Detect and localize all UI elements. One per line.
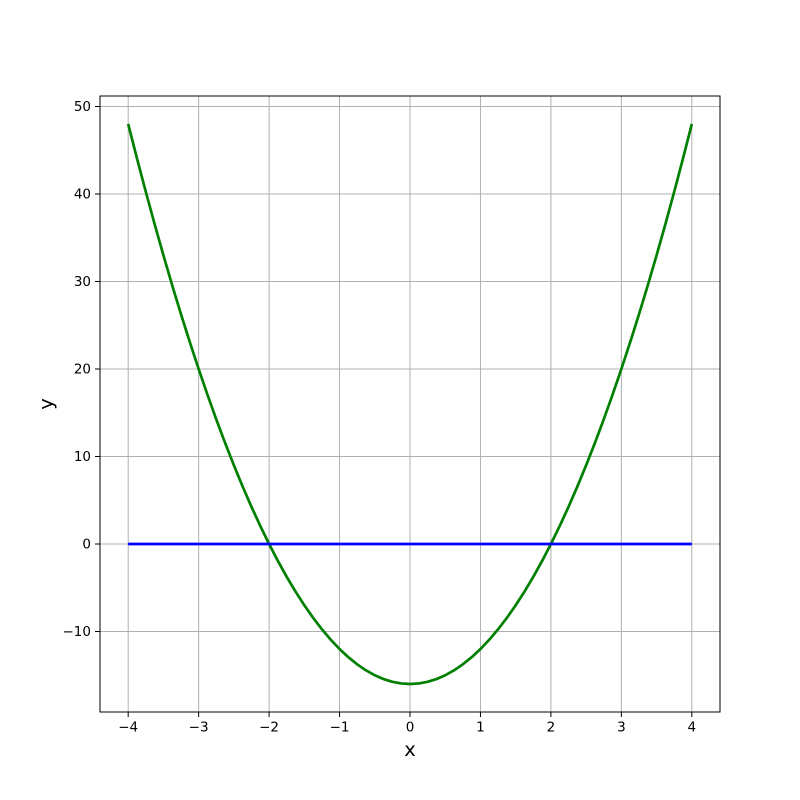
- tick-marks: [95, 106, 693, 717]
- x-tick-label: −2: [259, 720, 279, 736]
- y-tick-label: −10: [63, 624, 92, 640]
- x-tick-label: 1: [476, 720, 485, 736]
- y-tick-label: 30: [74, 274, 91, 290]
- x-tick-label: 0: [406, 720, 415, 736]
- x-axis-label: x: [404, 738, 416, 761]
- y-tick-label: 40: [74, 187, 91, 203]
- x-tick-label: −1: [330, 720, 350, 736]
- y-tick-label: 10: [74, 449, 91, 465]
- y-axis-label: y: [34, 398, 58, 410]
- x-tick-label: −4: [118, 720, 138, 736]
- y-tick-label: 0: [82, 537, 91, 553]
- series-line-0: [126, 123, 694, 686]
- x-tick-label: 4: [688, 720, 697, 736]
- x-tick-label: −3: [189, 720, 209, 736]
- grid-lines: [100, 96, 720, 712]
- y-tick-label: 20: [74, 362, 91, 378]
- x-tick-label: 3: [617, 720, 626, 736]
- x-tick-label: 2: [547, 720, 556, 736]
- y-tick-label: 50: [74, 99, 91, 115]
